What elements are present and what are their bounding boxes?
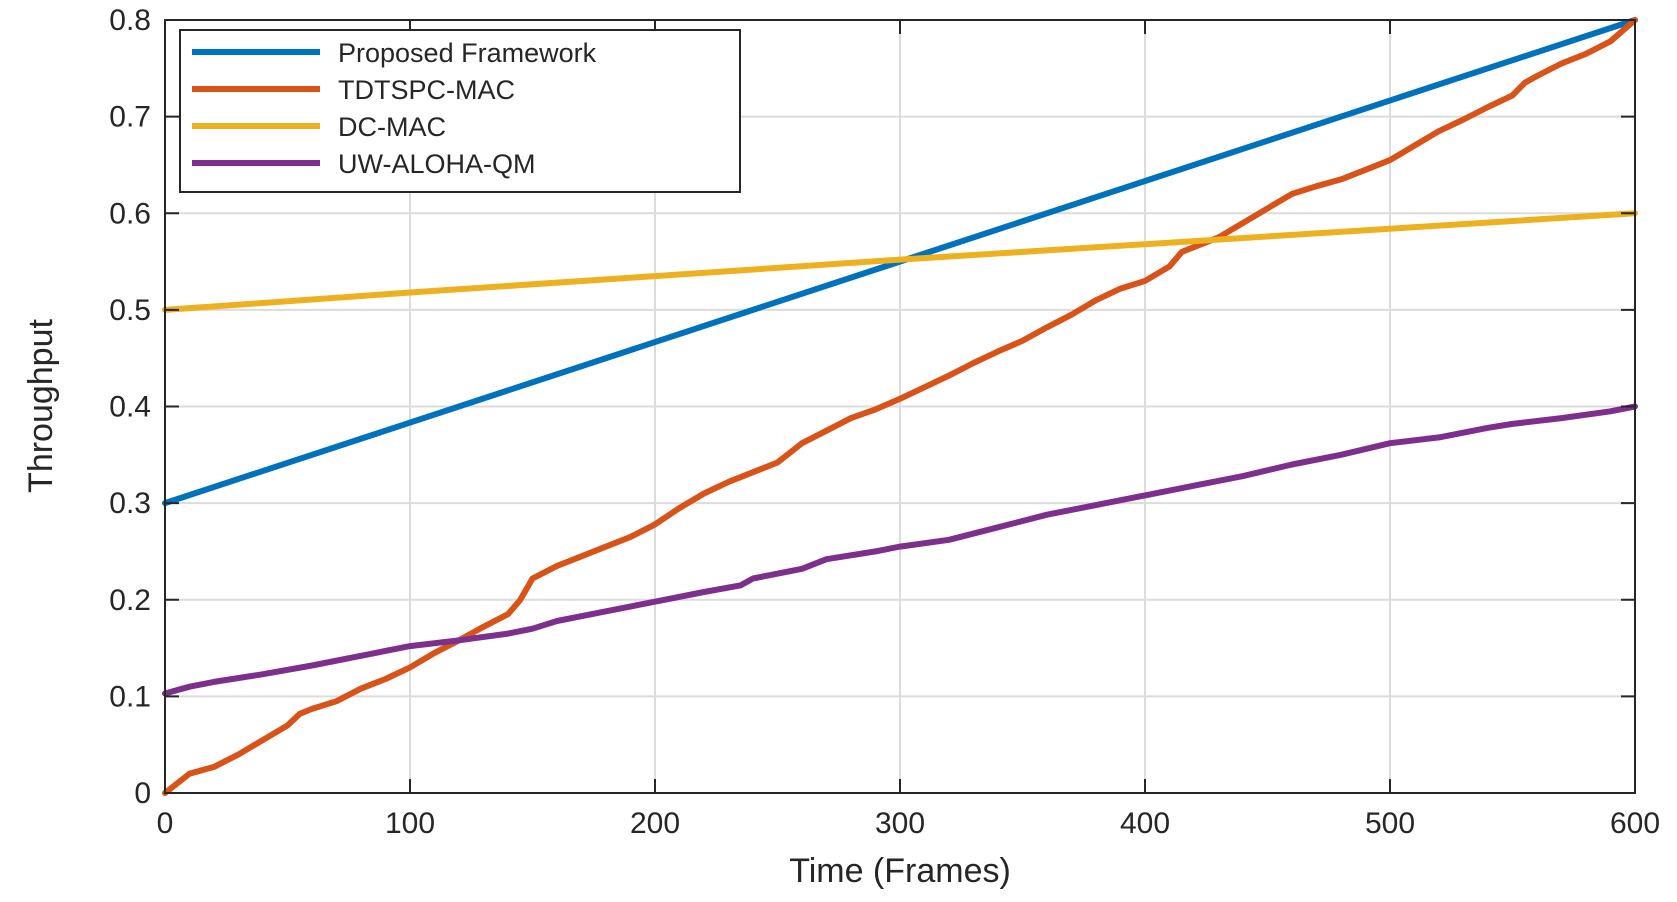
x-tick-label: 300 <box>875 807 925 840</box>
y-tick-label: 0 <box>134 777 151 810</box>
series-line-dc-mac <box>162 210 1638 313</box>
legend: Proposed Framework TDTSPC-MAC DC-MAC UW-ALO… <box>179 29 741 193</box>
y-tick-label: 0.3 <box>109 487 151 520</box>
x-tick-label: 500 <box>1365 807 1415 840</box>
y-tick-label: 0.5 <box>109 294 151 327</box>
y-tick-label: 0.8 <box>109 4 151 37</box>
legend-label: TDTSPC-MAC <box>338 75 515 105</box>
legend-label: UW-ALOHA-QM <box>338 149 536 179</box>
y-axis-label: Throughput <box>22 318 60 492</box>
y-tick-label: 0.4 <box>109 391 151 424</box>
x-tick-label: 200 <box>630 807 680 840</box>
legend-label: DC-MAC <box>338 112 446 142</box>
series-line-tdtspc-mac <box>162 17 1638 796</box>
y-tick-label: 0.1 <box>109 680 151 713</box>
series-line-uw-aloha-qm <box>162 403 1638 697</box>
y-tick-label: 0.2 <box>109 584 151 617</box>
x-tick-label: 0 <box>157 807 174 840</box>
axis-ticks: 0 100 200 300 400 500 600 0 0.1 0.2 0.3 0.4 0.5 0.6 0.… <box>109 4 1660 840</box>
x-tick-label: 100 <box>385 807 435 840</box>
y-tick-label: 0.7 <box>109 101 151 134</box>
x-tick-label: 600 <box>1610 807 1660 840</box>
legend-label: Proposed Framework <box>338 38 597 68</box>
y-tick-label: 0.6 <box>109 197 151 230</box>
x-axis-label: Time (Frames) <box>789 852 1011 890</box>
x-tick-label: 400 <box>1120 807 1170 840</box>
series-lines <box>162 17 1638 796</box>
